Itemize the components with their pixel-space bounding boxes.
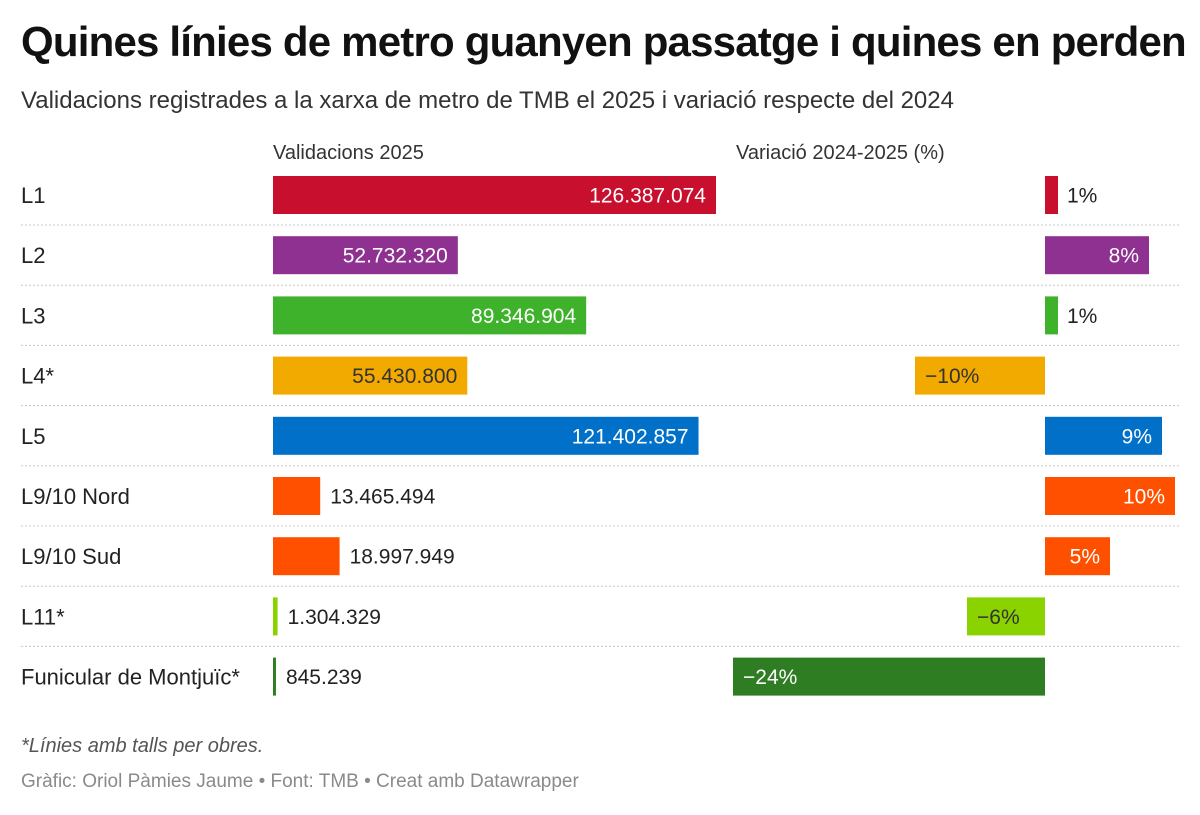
row-label: L11* — [21, 604, 65, 629]
variation-value-label: −6% — [977, 606, 1020, 629]
variation-value-label: 10% — [1123, 486, 1165, 509]
validations-bar — [273, 236, 458, 275]
variation-bar — [915, 356, 1045, 395]
validations-bar — [273, 296, 587, 335]
variation-bar — [1045, 416, 1162, 455]
validations-value-label: 845.239 — [286, 666, 362, 689]
variation-bar — [1045, 236, 1149, 275]
variation-column-header: Variació 2024-2025 (%) — [736, 142, 945, 164]
variation-bar — [1045, 296, 1058, 335]
validations-bar — [273, 657, 276, 696]
variation-value-label: 5% — [1070, 546, 1100, 569]
validations-value-label: 52.732.320 — [343, 245, 448, 268]
variation-value-label: 9% — [1122, 425, 1152, 448]
variation-value-label: −10% — [925, 365, 979, 388]
row-label: L9/10 Sud — [21, 544, 121, 569]
row-label: Funicular de Montjuïc* — [21, 665, 240, 690]
variation-value-label: 8% — [1109, 245, 1139, 268]
validations-bar — [273, 176, 716, 214]
validations-value-label: 13.465.494 — [330, 486, 435, 509]
variation-bar — [967, 597, 1045, 636]
row-label: L5 — [21, 424, 45, 449]
variation-bar — [1045, 477, 1175, 515]
validations-value-label: 1.304.329 — [288, 606, 381, 629]
credits: Gràfic: Oriol Pàmies Jaume • Font: TMB •… — [21, 771, 579, 792]
validations-bar — [273, 356, 468, 395]
validations-bar — [273, 597, 278, 636]
variation-value-label: 1% — [1067, 185, 1097, 208]
validations-value-label: 18.997.949 — [350, 546, 455, 569]
chart-title: Quines línies de metro guanyen passatge … — [21, 18, 1187, 65]
validations-bar — [273, 537, 340, 576]
validations-bar — [273, 416, 699, 455]
row-label: L2 — [21, 243, 45, 268]
validations-value-label: 89.346.904 — [471, 305, 576, 328]
validations-value-label: 121.402.857 — [572, 425, 689, 448]
variation-value-label: −24% — [743, 666, 797, 689]
validations-column-header: Validacions 2025 — [273, 142, 424, 164]
row-label: L3 — [21, 303, 45, 328]
variation-bar — [1045, 537, 1110, 576]
validations-value-label: 126.387.074 — [589, 185, 706, 208]
variation-value-label: 1% — [1067, 305, 1097, 328]
row-label: L1 — [21, 183, 45, 208]
row-label: L9/10 Nord — [21, 484, 130, 509]
variation-bar — [733, 657, 1045, 696]
chart-subtitle: Validacions registrades a la xarxa de me… — [21, 87, 954, 114]
validations-value-label: 55.430.800 — [352, 365, 457, 388]
footnote: *Línies amb talls per obres. — [21, 735, 264, 757]
validations-bar — [273, 477, 321, 515]
row-label: L4* — [21, 364, 54, 389]
variation-bar — [1045, 176, 1058, 214]
